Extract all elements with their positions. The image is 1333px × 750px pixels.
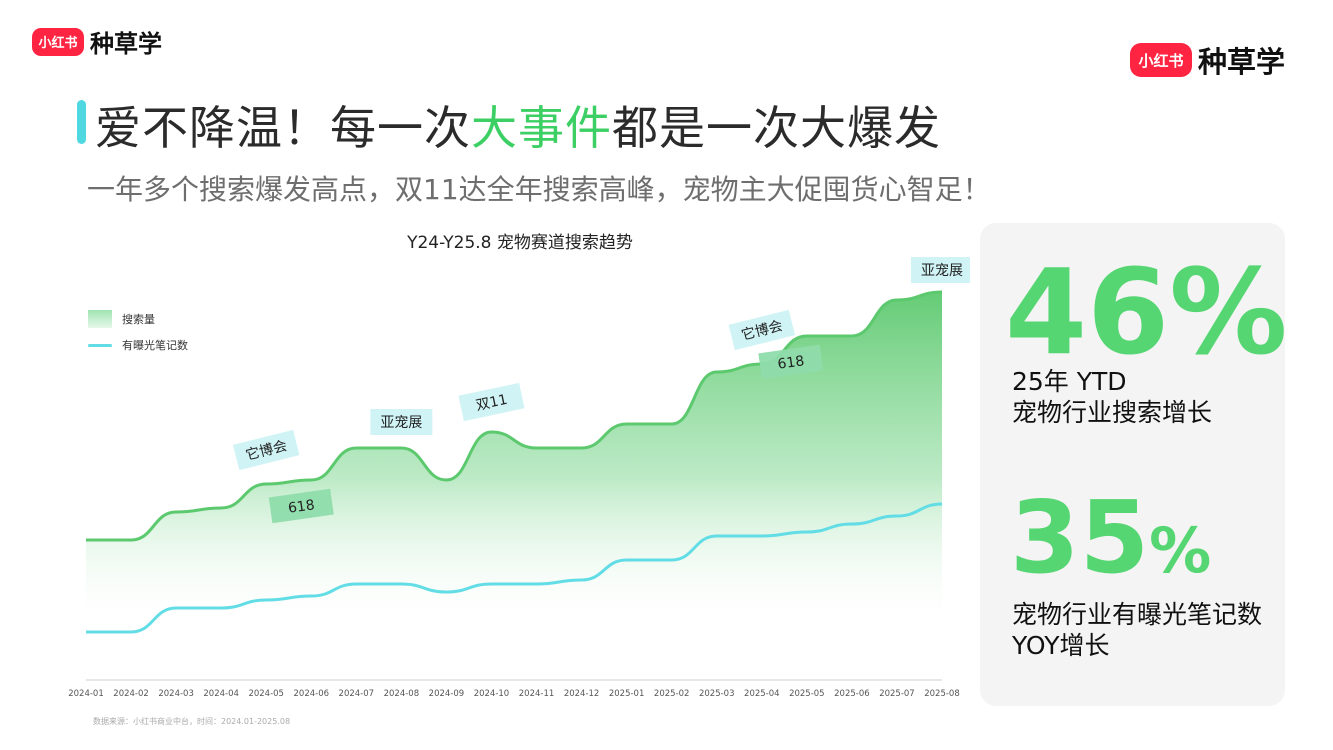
x-tick-label: 2025-07 — [879, 689, 915, 699]
x-tick-label: 2025-05 — [789, 689, 825, 699]
legend-label-search: 搜索量 — [122, 313, 155, 326]
event-annotation-label: 618 — [777, 353, 806, 373]
event-annotation: 618 — [758, 344, 824, 380]
x-tick-label: 2024-09 — [429, 689, 465, 699]
title-highlight: 大事件 — [471, 101, 612, 155]
brand-logo-top-right: 小红书 种草学 — [1129, 39, 1285, 81]
event-annotation: 它博会 — [232, 429, 300, 471]
x-tick-label: 2024-08 — [384, 689, 420, 699]
event-annotation-box — [370, 409, 433, 435]
x-tick-label: 2024-06 — [294, 689, 330, 699]
stat-search-growth-line-2: 宠物行业搜索增长 — [1012, 398, 1213, 427]
brand-logo-top-left: 小红书 种草学 — [32, 24, 162, 59]
x-tick-label: 2025-01 — [609, 689, 645, 699]
brand-word: 种草学 — [1197, 45, 1285, 79]
series-line-search — [85, 290, 943, 542]
brand-badge: 小红书 — [32, 27, 84, 56]
search-trend-chart: 2024-01 2024-02 2024-03 2024-04 2024-05 2024-… — [68, 257, 970, 699]
event-annotation-box — [458, 382, 525, 422]
legend-label-notes: 有曝光笔记数 — [122, 339, 188, 352]
stat-notes-growth-value: 35% — [1010, 488, 1211, 588]
x-tick-label: 2024-01 — [68, 689, 104, 699]
x-tick-label: 2024-02 — [113, 689, 149, 699]
chart-title: Y24-Y25.8 宠物赛道搜索趋势 — [407, 233, 633, 253]
title-part-1: 爱不降温！每一次 — [95, 101, 471, 155]
x-tick-label: 2025-06 — [834, 689, 870, 699]
event-annotation-label: 618 — [287, 497, 316, 517]
event-annotation-box — [728, 309, 796, 351]
data-source-note: 数据来源：小红书商业中台，时间：2024.01-2025.08 — [93, 717, 291, 726]
x-tick-label: 2024-03 — [158, 689, 194, 699]
stat-search-growth-desc: 25年 YTD 宠物行业搜索增长 — [1012, 366, 1212, 428]
x-tick-label: 2024-04 — [203, 689, 239, 699]
legend-line-swatch — [88, 343, 112, 347]
x-tick-label: 2025-08 — [924, 689, 960, 699]
event-annotation: 618 — [268, 488, 334, 524]
brand-badge: 小红书 — [1129, 43, 1192, 77]
page-subtitle: 一年多个搜索爆发高点，双11达全年搜索高峰，宠物主大促囤货心智足！ — [87, 173, 991, 206]
chart-legend: 搜索量 有曝光笔记数 — [88, 306, 188, 358]
event-annotation: 双11 — [458, 382, 525, 422]
series-area-search-fill — [86, 292, 942, 630]
event-annotation: 它博会 — [728, 309, 796, 351]
page-title: 爱不降温！每一次大事件都是一次大爆发 — [95, 92, 941, 158]
x-tick-label: 2024-05 — [248, 689, 284, 699]
event-annotation-box — [268, 488, 334, 524]
stat-notes-growth-line-2: YOY增长 — [1012, 631, 1110, 660]
x-tick-label: 2024-12 — [564, 689, 600, 699]
event-annotation-box — [758, 344, 824, 380]
event-annotation-box — [911, 257, 970, 283]
stat-notes-growth-percent: % — [1149, 514, 1212, 587]
title-part-2: 都是一次大爆发 — [612, 101, 941, 155]
legend-item-search: 搜索量 — [88, 306, 188, 332]
x-tick-label: 2025-02 — [654, 689, 690, 699]
x-tick-label: 2024-07 — [339, 689, 375, 699]
stat-search-growth-value: 46% — [1005, 243, 1288, 381]
stat-notes-growth-line-1: 宠物行业有曝光笔记数 — [1012, 600, 1263, 629]
stat-search-growth-line-1: 25年 YTD — [1012, 367, 1127, 396]
stats-panel: 46% 25年 YTD 宠物行业搜索增长 35% 宠物行业有曝光笔记数 YOY增… — [980, 223, 1288, 706]
event-annotation-label: 双11 — [474, 392, 508, 414]
brand-word: 种草学 — [90, 30, 162, 58]
title-accent-bar — [77, 100, 86, 144]
x-tick-label: 2024-10 — [474, 689, 510, 699]
event-annotation-label: 亚宠展 — [921, 263, 963, 279]
stat-notes-growth-number: 35 — [1010, 479, 1150, 596]
x-tick-label: 2025-03 — [699, 689, 735, 699]
event-annotation-label: 亚宠展 — [380, 415, 422, 431]
stat-notes-growth-desc: 宠物行业有曝光笔记数 YOY增长 — [1012, 599, 1262, 661]
x-tick-label: 2025-04 — [744, 689, 780, 699]
legend-item-notes: 有曝光笔记数 — [88, 332, 188, 358]
legend-area-swatch — [88, 310, 112, 328]
event-annotation-box — [232, 429, 300, 471]
x-tick-label: 2024-11 — [519, 689, 555, 699]
event-annotation: 亚宠展 — [911, 257, 970, 283]
event-annotation: 亚宠展 — [370, 409, 433, 435]
series-line-notes — [86, 502, 943, 634]
